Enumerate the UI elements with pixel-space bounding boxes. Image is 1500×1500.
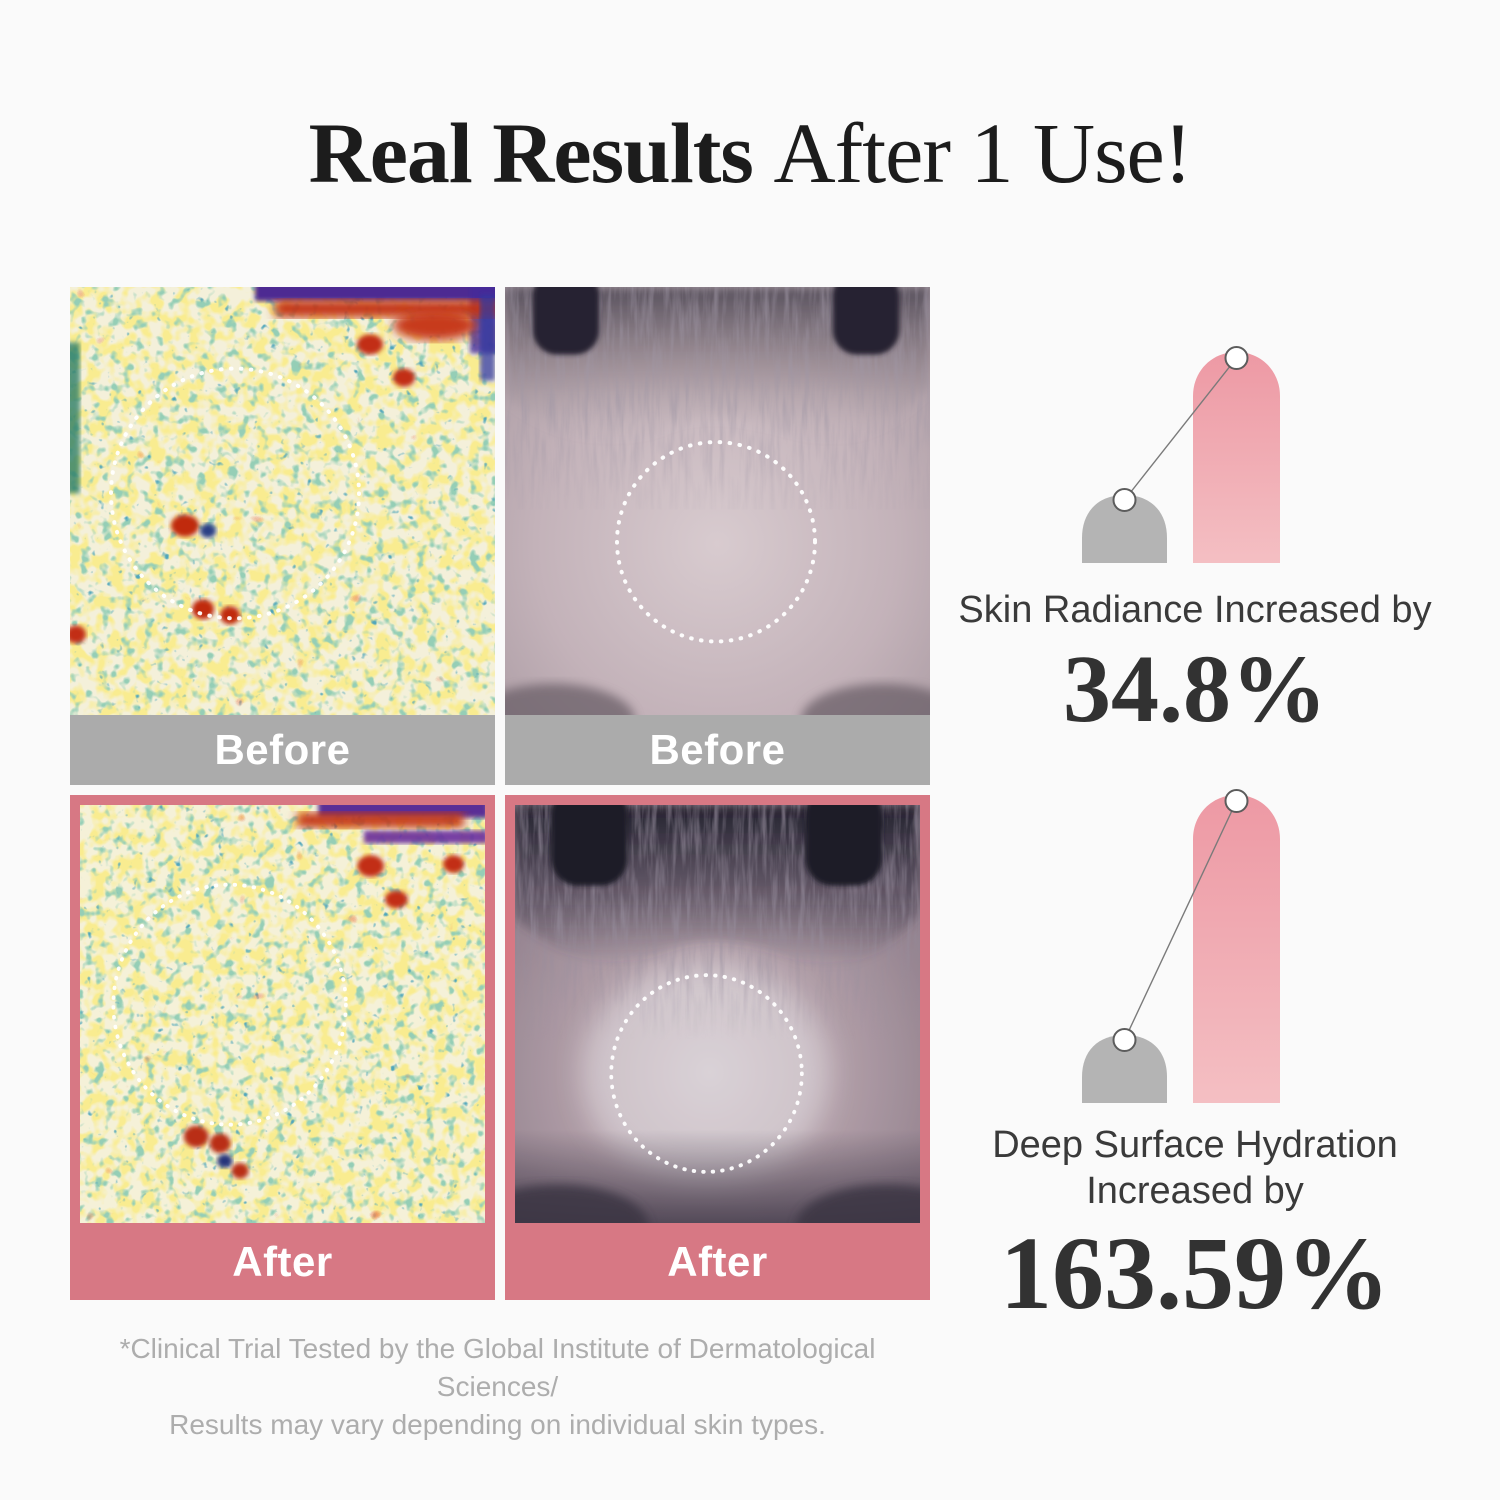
radiance-bars — [1082, 346, 1280, 563]
after-bar — [1193, 352, 1280, 563]
clinical-disclaimer: *Clinical Trial Tested by the Global Ins… — [65, 1330, 930, 1444]
hydration-bars — [1082, 789, 1280, 1103]
data-point-marker-before — [1112, 1028, 1137, 1052]
before-bar — [1082, 495, 1167, 563]
focus-area-circle — [615, 440, 817, 644]
disclaimer-line1: *Clinical Trial Tested by the Global Ins… — [119, 1333, 876, 1403]
panel-thermal-after: After — [70, 795, 495, 1300]
data-point-marker-after — [1224, 346, 1249, 370]
after-label: After — [232, 1237, 333, 1285]
panel-thermal-before: Before — [70, 287, 495, 785]
stat-label-line2: Increased by — [1086, 1170, 1304, 1213]
forehead-photo-after — [515, 805, 920, 1223]
title-rest: After 1 Use! — [773, 105, 1193, 201]
eyebrow-shadow — [515, 1184, 920, 1223]
hydration-chart: Deep Surface Hydration Increased by 163.… — [935, 780, 1455, 1329]
radiance-chart: Skin Radiance Increased by 34.8% — [935, 340, 1455, 741]
hair-clip-icon — [533, 287, 899, 355]
data-point-marker-after — [1224, 789, 1249, 813]
before-label: Before — [505, 715, 930, 785]
panel-photo-after: After — [505, 795, 930, 1300]
thermal-image-before — [70, 287, 495, 715]
focus-area-circle — [111, 882, 348, 1127]
connector-line — [1123, 357, 1238, 501]
connector-line — [1123, 800, 1238, 1041]
after-label: After — [667, 1237, 768, 1285]
forehead-photo-before — [505, 287, 930, 715]
hair-clip-icon — [551, 805, 882, 886]
after-bar — [1193, 795, 1280, 1103]
stat-value: 34.8% — [1063, 635, 1327, 743]
focus-area-circle — [109, 366, 361, 621]
title-emphasis: Real Results — [308, 105, 754, 201]
page-title: Real Results After 1 Use! — [0, 100, 1500, 208]
thermal-artifact-band — [70, 287, 495, 644]
panel-photo-before: Before — [505, 287, 930, 785]
stat-label: Skin Radiance Increased by — [958, 589, 1432, 631]
focus-area-circle — [609, 973, 804, 1174]
before-label: Before — [70, 715, 495, 785]
before-bar — [1082, 1035, 1167, 1103]
stat-value: 163.59% — [1000, 1215, 1390, 1331]
disclaimer-line2: Results may vary depending on individual… — [169, 1409, 826, 1441]
stat-label: Deep Surface Hydration Increased by — [935, 1122, 1455, 1215]
thermal-artifact-band — [183, 805, 485, 1179]
eyebrow-shadow — [505, 683, 930, 715]
data-point-marker-before — [1112, 488, 1137, 512]
thermal-image-after — [80, 805, 485, 1223]
stat-label-line1: Deep Surface Hydration — [992, 1124, 1398, 1166]
